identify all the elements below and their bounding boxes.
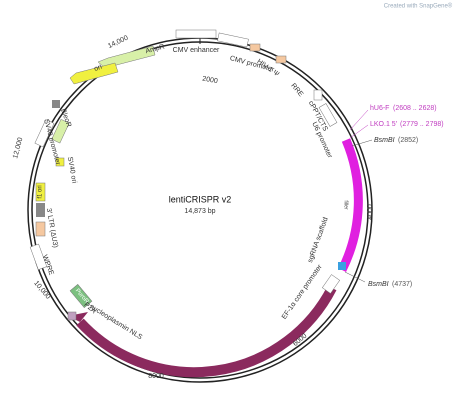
feature-label: filler — [343, 200, 349, 210]
site-name: hU6-F — [370, 105, 389, 112]
ori-shape — [69, 62, 119, 85]
leader — [349, 124, 369, 139]
tick-label: 12,000 — [12, 137, 24, 160]
site-range: (2779 .. 2798) — [400, 121, 444, 128]
plasmid-size: 14,873 bp — [184, 208, 215, 215]
gray-block-2 — [52, 100, 60, 108]
cas9-arrowhead — [68, 312, 88, 322]
hiv-psi-shape — [249, 43, 261, 52]
site-range: (4737) — [392, 281, 412, 288]
cmv-enhancer-shape — [175, 29, 217, 39]
cmv-promoter-shape — [217, 32, 249, 48]
bleor-shape — [51, 119, 70, 144]
leader — [349, 109, 369, 131]
gray-block — [36, 203, 45, 217]
ltr-shape — [35, 221, 46, 237]
rre-shape — [275, 55, 287, 64]
feature-label: ori — [93, 64, 103, 73]
filler-arc — [337, 138, 363, 273]
site-name: LKO.1 5′ — [370, 121, 398, 128]
leader — [351, 139, 373, 147]
sv40-promoter-shape — [34, 119, 55, 148]
cas9-arc — [76, 285, 337, 378]
sv40-ori-shape — [55, 157, 65, 167]
site-name: BsmBI — [374, 137, 395, 144]
feature-label: Cas9 — [206, 359, 222, 366]
feature-label: SV40 ori — [66, 156, 78, 184]
feature-label: 3′ LTR (ΔU3) — [45, 208, 59, 249]
tick-label: 14,000 — [107, 35, 129, 50]
sgrna-scaffold — [338, 262, 346, 270]
site-name: BsmBI — [368, 281, 389, 288]
plasmid-name: lentiCRISPR v2 — [169, 194, 232, 204]
feature-label: sgRNA scaffold — [307, 216, 330, 263]
tick-label: 4000 — [367, 204, 374, 220]
nls-shape — [67, 311, 77, 321]
site-range: (2608 .. 2628) — [393, 105, 437, 112]
site-range: (2852) — [398, 137, 418, 144]
f1-ori-shape — [35, 182, 46, 202]
leader — [344, 271, 366, 283]
feature-label: f1 ori — [38, 185, 44, 198]
tick-label: 2000 — [202, 76, 219, 86]
u6-shape — [318, 103, 338, 127]
feature-label: CMV enhancer — [173, 47, 220, 54]
ef1a-shape — [321, 274, 341, 294]
tick-label: 8000 — [148, 373, 164, 380]
cppt-shape — [313, 89, 323, 101]
feature-label: AmpR — [145, 43, 166, 55]
feature-label: RRE — [289, 82, 304, 98]
wpre-shape — [29, 243, 48, 270]
puror-shape — [69, 284, 93, 308]
watermark: Created with SnapGene® — [384, 3, 453, 10]
